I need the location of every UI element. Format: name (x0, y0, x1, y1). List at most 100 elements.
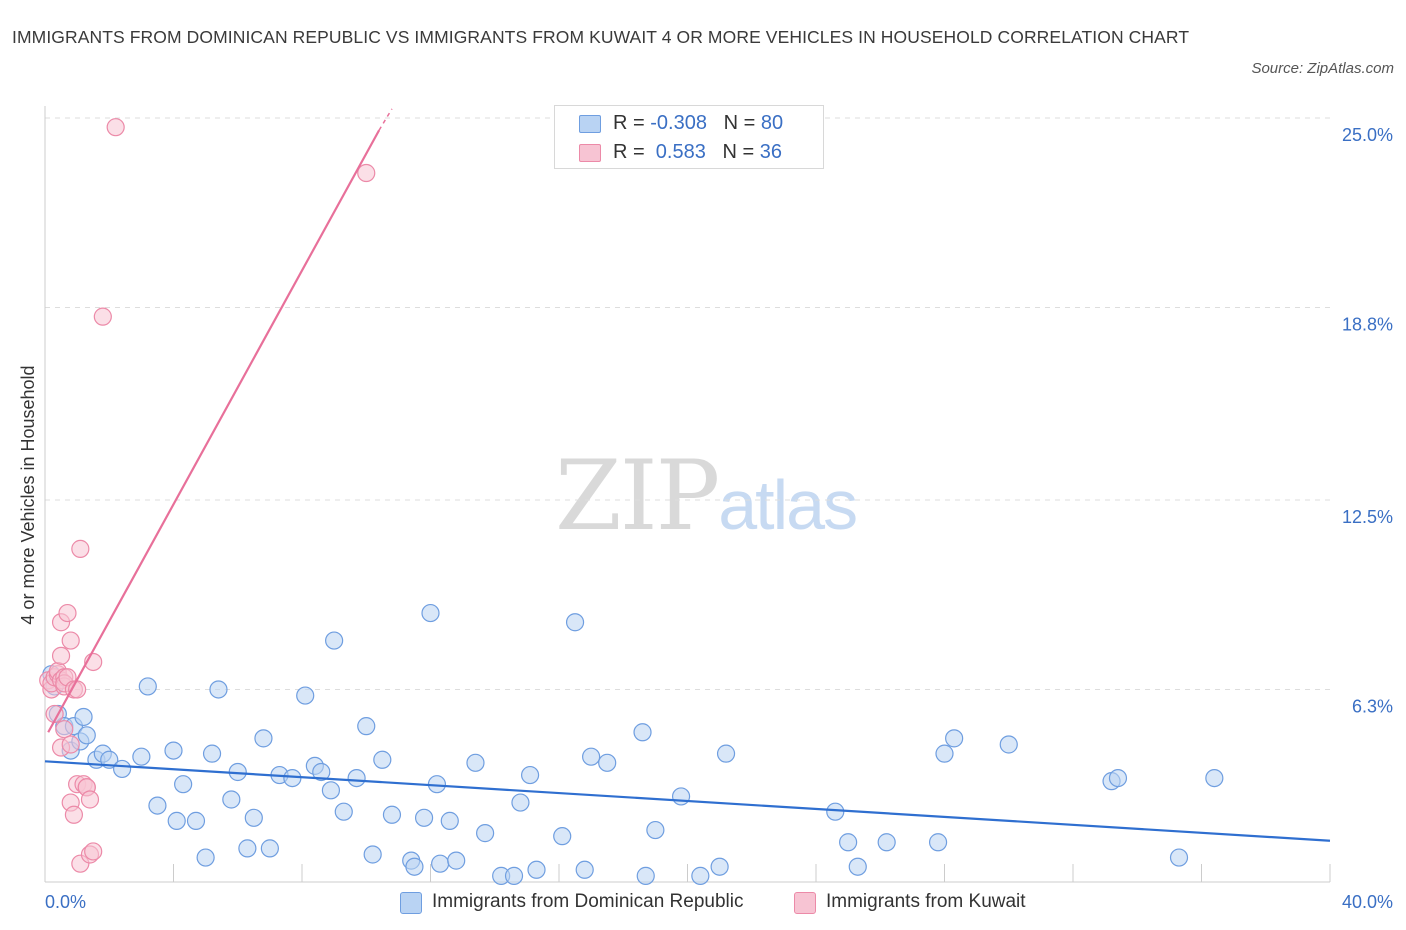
chart-title: IMMIGRANTS FROM DOMINICAN REPUBLIC VS IM… (12, 27, 1190, 47)
data-point-dominican (167, 811, 186, 830)
data-point-dominican (363, 845, 382, 864)
y-tick-label: 6.3% (1352, 696, 1393, 716)
data-point-dominican (164, 741, 183, 760)
n-label: N = (722, 141, 760, 163)
data-point-dominican (334, 802, 353, 821)
data-point-kuwait (58, 603, 77, 623)
blue-swatch (579, 115, 601, 133)
legend-label: Immigrants from Dominican Republic (432, 891, 744, 912)
data-point-dominican (636, 866, 655, 885)
data-point-dominican (598, 753, 617, 772)
pink-swatch (579, 144, 601, 162)
data-point-dominican (138, 677, 157, 696)
data-point-dominican (575, 860, 594, 879)
pink-swatch (794, 892, 816, 914)
data-point-dominican (347, 768, 366, 788)
watermark-atlas: atlas (718, 466, 858, 544)
data-point-dominican (196, 848, 215, 867)
y-tick-label: 12.5% (1342, 507, 1393, 527)
data-point-kuwait (106, 118, 125, 137)
x-tick-label: 0.0% (45, 892, 86, 912)
data-point-kuwait (93, 307, 112, 326)
data-point-dominican (935, 744, 954, 763)
data-point-dominican (691, 866, 710, 885)
n-label: N = (723, 112, 761, 134)
data-point-kuwait (55, 720, 74, 739)
data-point-dominican (260, 839, 279, 858)
data-point-dominican (414, 808, 434, 827)
data-point-dominican (466, 753, 485, 772)
data-point-dominican (447, 851, 466, 870)
data-point-dominican (112, 759, 132, 779)
data-point-dominican (440, 811, 459, 830)
n-value: 80 (760, 112, 784, 134)
data-point-dominican (405, 857, 424, 876)
data-point-dominican (527, 860, 546, 879)
data-point-dominican (421, 603, 440, 623)
data-point-dominican (520, 765, 540, 785)
data-point-dominican (928, 833, 948, 852)
data-point-dominican (382, 805, 402, 824)
data-point-dominican (826, 802, 845, 821)
data-point-dominican (132, 747, 151, 766)
r-label: R = (613, 112, 651, 134)
data-point-dominican (504, 866, 524, 885)
data-point-dominican (839, 833, 858, 852)
data-point-dominican (321, 781, 341, 800)
data-point-dominican (877, 833, 896, 852)
data-point-kuwait (357, 163, 376, 183)
r-value: -0.308 (650, 112, 707, 134)
data-point-dominican (325, 631, 344, 650)
data-point-dominican (296, 686, 315, 705)
data-point-dominican (553, 827, 572, 846)
r-value: 0.583 (650, 141, 706, 163)
data-point-dominican (511, 793, 530, 812)
y-tick-label: 18.8% (1342, 314, 1393, 334)
data-point-dominican (74, 707, 93, 727)
data-point-kuwait (51, 646, 71, 665)
data-point-kuwait (84, 842, 103, 861)
data-point-dominican (209, 680, 228, 699)
trend-line-kuwait (47, 129, 381, 733)
trend-line-kuwait-extension (378, 108, 393, 131)
data-point-dominican (254, 729, 273, 748)
data-point-dominican (244, 808, 263, 827)
n-value: 36 (759, 141, 783, 163)
data-point-kuwait (64, 805, 84, 824)
source-credit: Source: ZipAtlas.com (1251, 60, 1394, 77)
data-point-dominican (283, 768, 302, 788)
legend-label: Immigrants from Kuwait (826, 891, 1026, 912)
data-point-dominican (582, 747, 601, 766)
data-point-dominican (202, 744, 222, 763)
data-point-dominican (186, 811, 206, 830)
data-point-dominican (848, 857, 867, 876)
blue-swatch (400, 892, 422, 914)
data-point-dominican (77, 726, 96, 745)
data-point-dominican (710, 857, 729, 876)
data-point-dominican (148, 796, 167, 815)
watermark-zip: ZIP (555, 440, 720, 552)
data-point-dominican (476, 824, 495, 843)
trend-line-dominican (44, 760, 1331, 842)
y-tick-label: 25.0% (1342, 125, 1393, 145)
data-point-dominican (431, 854, 450, 873)
y-axis-label: 4 or more Vehicles in Household (18, 365, 38, 624)
data-point-kuwait (80, 790, 100, 809)
watermark: ZIPatlas (555, 440, 858, 552)
data-point-dominican (633, 723, 652, 742)
data-point-kuwait (61, 735, 80, 754)
data-point-dominican (373, 750, 392, 769)
data-point-dominican (312, 762, 331, 782)
data-point-dominican (222, 790, 241, 809)
r-label: R = (613, 141, 651, 163)
data-point-kuwait (61, 631, 80, 650)
stats-legend: R = -0.308 N = 80 R = 0.583 N = 36 (554, 105, 824, 169)
data-point-dominican (945, 729, 964, 748)
data-point-kuwait (71, 539, 90, 558)
data-point-dominican (999, 735, 1018, 754)
data-point-dominican (357, 717, 376, 736)
data-point-dominican (646, 820, 665, 840)
data-point-dominican (671, 787, 691, 806)
x-tick-label: 40.0% (1342, 892, 1393, 912)
